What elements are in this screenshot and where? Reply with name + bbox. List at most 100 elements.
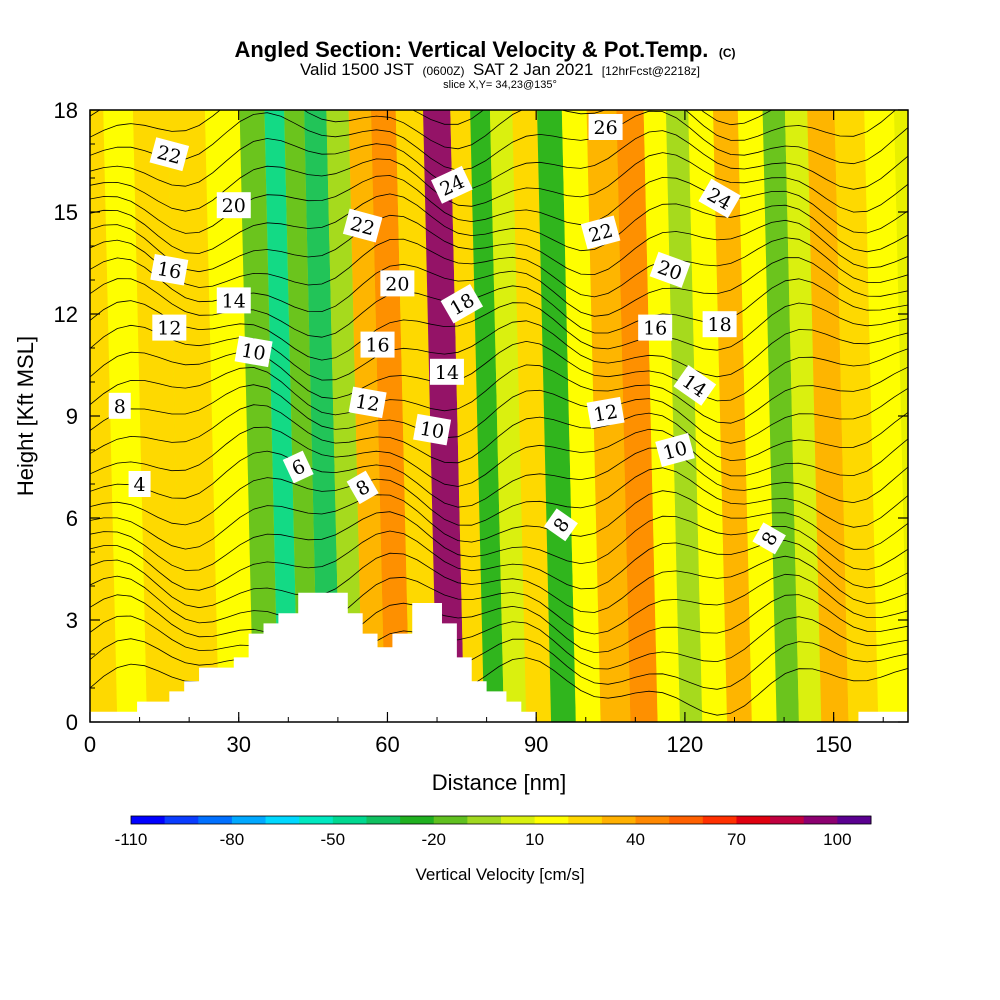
velocity-band — [864, 110, 908, 722]
contour-label-text: 10 — [418, 418, 446, 444]
velocity-band — [784, 110, 822, 722]
colorbar-swatch — [299, 816, 334, 824]
colorbar-tick-label: -110 — [115, 830, 148, 849]
y-axis: 0 3 6 9 12 15 18 — [54, 98, 908, 735]
isentrope-line — [90, 638, 908, 698]
velocity-band — [284, 110, 319, 722]
x-tick-label: 90 — [524, 732, 548, 757]
contour-label: 16 — [638, 314, 673, 341]
contour-label-box — [216, 192, 251, 219]
contour-label: 22 — [149, 137, 190, 172]
y-tick-label: 0 — [66, 710, 78, 735]
colorbar-swatch — [736, 816, 771, 824]
contour-label: 20 — [380, 270, 415, 297]
velocity-band — [713, 110, 752, 722]
contour-label-box — [128, 471, 151, 497]
svg-text:Valid 1500 JST (0600Z): Valid 1500 JST (0600Z) SAT 2 Jan 2021 [1… — [300, 60, 700, 79]
isentrope-line — [90, 364, 908, 424]
chart-title: Angled Section: Vertical Velocity & Pot.… — [234, 37, 708, 62]
contour-label: 20 — [216, 192, 251, 219]
contour-label-box — [150, 254, 189, 286]
contour-label: 14 — [216, 287, 251, 314]
isentrope-line — [90, 320, 908, 381]
contour-label-text: 14 — [222, 290, 246, 312]
contour-label-box — [544, 508, 578, 542]
contour-label-box — [586, 396, 625, 429]
isentrope-line — [90, 130, 908, 190]
y-tick-label: 6 — [66, 506, 78, 531]
colorbar-tick-label: -50 — [321, 830, 346, 849]
contour-label-box — [673, 365, 717, 406]
isentrope-line — [90, 110, 908, 171]
colorbar-swatch — [231, 816, 267, 824]
y-tick-label: 15 — [54, 200, 78, 225]
isentrope-line — [90, 384, 908, 444]
colorbar-swatch — [198, 816, 233, 824]
contour-label-text: 12 — [157, 318, 181, 340]
chart-title-units: (C) — [719, 46, 736, 60]
velocity-band — [423, 110, 465, 722]
velocity-band — [239, 110, 279, 722]
contour-label-text: 20 — [222, 195, 246, 217]
contour-label-text: 8 — [114, 396, 126, 418]
velocity-band — [807, 110, 849, 722]
contour-label-box — [282, 450, 314, 484]
colorbar-swatch — [534, 816, 569, 824]
contour-label-text: 20 — [385, 273, 409, 295]
svg-text:Angled Section: Vertical Veloc: Angled Section: Vertical Velocity & Pot.… — [234, 37, 735, 62]
contour-label: 16 — [360, 331, 395, 358]
velocity-band — [737, 110, 777, 722]
contour-label: 10 — [234, 335, 273, 368]
velocity-band — [688, 110, 728, 722]
colorbar-tick-label: 70 — [727, 830, 746, 849]
velocity-band — [834, 110, 879, 722]
isentrope-line — [90, 214, 908, 276]
colorbar-swatch — [467, 816, 502, 824]
colorbar-swatch — [803, 816, 838, 824]
contour-label: 12 — [152, 314, 187, 341]
colorbar-swatch — [601, 816, 637, 824]
colorbar-swatch — [669, 816, 704, 824]
y-tick-label: 9 — [66, 404, 78, 429]
contour-label-text: 16 — [155, 258, 183, 284]
velocity-band — [616, 110, 658, 722]
isentrope-line — [90, 193, 908, 254]
utc-time-label: (0600Z) — [422, 64, 464, 78]
colorbar-swatch — [164, 816, 199, 824]
isentrope-line — [90, 447, 908, 508]
plot-area — [90, 110, 908, 722]
colorbar-swatch — [501, 816, 536, 824]
contour-label-text: 14 — [435, 362, 459, 384]
x-axis-label: Distance [nm] — [432, 770, 567, 795]
velocity-band — [512, 110, 552, 722]
isentrope-line — [90, 110, 897, 150]
contour-label: 8 — [108, 392, 131, 419]
contour-label-box — [152, 314, 187, 341]
x-tick-label: 150 — [815, 732, 852, 757]
y-axis-label: Height [Kft MSL] — [13, 336, 38, 496]
contour-label-text: 16 — [643, 318, 667, 340]
velocity-band — [90, 110, 118, 722]
contour-label-text: 16 — [365, 335, 389, 357]
velocity-band — [537, 110, 576, 722]
contour-label: 4 — [128, 471, 151, 497]
valid-time-label: Valid 1500 JST — [300, 60, 414, 79]
x-tick-label: 30 — [226, 732, 250, 757]
colorbar-swatch — [400, 816, 435, 824]
colorbar-swatch — [702, 816, 737, 824]
x-axis: 0 30 60 90 120 150 — [84, 110, 884, 757]
contour-label-text: 4 — [134, 474, 146, 496]
y-tick-label: 18 — [54, 98, 78, 123]
contour-label-box — [580, 215, 621, 250]
contour-labels: 2220161412108468222016122418141026221282… — [108, 114, 786, 555]
contour-label-box — [348, 386, 387, 419]
isentrope-line — [90, 404, 908, 464]
velocity-band — [326, 110, 363, 722]
velocity-band — [348, 110, 385, 722]
colorbar-swatch — [366, 816, 401, 824]
contour-label: 8 — [752, 522, 786, 555]
colorbar-label: Vertical Velocity [cm/s] — [415, 865, 584, 884]
contour-label-box — [698, 178, 741, 219]
contour-label-box — [649, 251, 691, 288]
contour-label: 18 — [702, 311, 737, 338]
